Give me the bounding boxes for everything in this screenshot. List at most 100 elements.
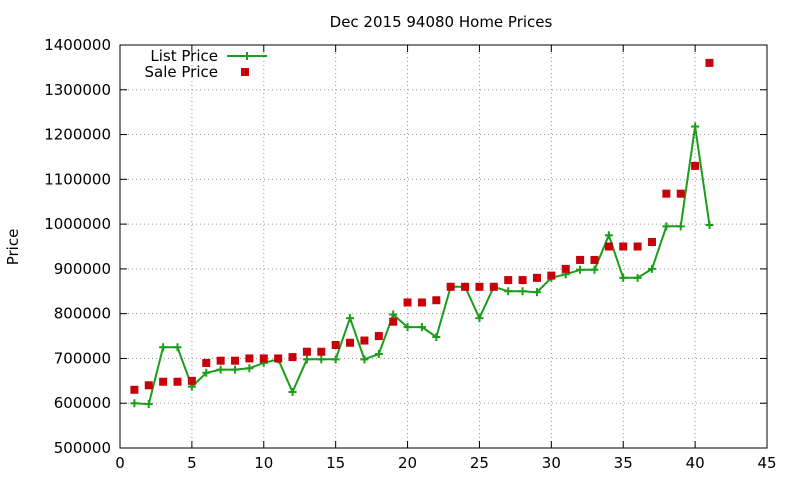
- axis-ticks: 500000 600000 700000 800000 900000 1000000 110…: [44, 36, 776, 472]
- sale-price-point: [259, 354, 268, 363]
- x-tick-label: 25: [470, 454, 489, 472]
- sale-price-point: [619, 242, 628, 251]
- sale-price-point: [461, 282, 470, 291]
- list-price-point: [144, 400, 153, 409]
- legend-label-list-price: List Price: [150, 47, 218, 65]
- sale-price-point: [403, 298, 412, 307]
- sale-price-point: [288, 353, 297, 362]
- y-tick-label: 1000000: [44, 215, 111, 233]
- sale-price-point: [245, 354, 254, 363]
- sale-price-point: [504, 276, 513, 285]
- list-price-point: [403, 323, 412, 332]
- list-price-point: [346, 314, 355, 323]
- sale-price-point: [159, 377, 168, 386]
- y-tick-label: 900000: [54, 260, 111, 278]
- x-tick-label: 35: [614, 454, 633, 472]
- y-tick-label: 1400000: [44, 36, 111, 54]
- list-price-point: [518, 287, 527, 296]
- sale-price-point: [417, 298, 426, 307]
- list-price-point: [231, 365, 240, 374]
- list-price-point: [216, 365, 225, 374]
- series-sale-price: [130, 58, 714, 394]
- sale-price-point: [647, 238, 656, 247]
- list-price-point: [532, 288, 541, 297]
- x-tick-label: 10: [254, 454, 273, 472]
- legend-label-sale-price: Sale Price: [145, 63, 218, 81]
- sale-price-point: [547, 271, 556, 280]
- sale-price-point: [432, 296, 441, 305]
- legend-marker-sale-price: [241, 68, 249, 76]
- y-tick-label: 500000: [54, 439, 111, 457]
- sale-price-point: [691, 161, 700, 170]
- y-tick-label: 1300000: [44, 81, 111, 99]
- sale-price-point: [518, 276, 527, 285]
- chart-title: Dec 2015 94080 Home Prices: [330, 13, 553, 31]
- list-price-point: [331, 355, 340, 364]
- list-price-point: [417, 323, 426, 332]
- list-price-point: [590, 265, 599, 274]
- sale-price-point: [489, 282, 498, 291]
- list-price-point: [288, 388, 297, 397]
- list-price-point: [633, 273, 642, 282]
- sale-price-point: [576, 255, 585, 264]
- sale-price-point: [475, 282, 484, 291]
- sale-price-point: [331, 341, 340, 350]
- y-tick-label: 1200000: [44, 126, 111, 144]
- list-price-point: [159, 343, 168, 352]
- sale-price-point: [676, 189, 685, 198]
- sale-price-point: [144, 381, 153, 390]
- list-price-point: [676, 222, 685, 231]
- x-tick-label: 40: [686, 454, 705, 472]
- grid-lines: [120, 45, 767, 448]
- legend: List Price Sale Price: [145, 47, 267, 81]
- legend-marker-list-price: [243, 52, 251, 60]
- x-tick-label: 0: [115, 454, 125, 472]
- x-tick-label: 30: [542, 454, 561, 472]
- sale-price-point: [216, 356, 225, 365]
- sale-price-point: [633, 242, 642, 251]
- sale-price-point: [604, 242, 613, 251]
- sale-price-point: [302, 347, 311, 356]
- sale-price-point: [202, 358, 211, 367]
- list-price-point: [576, 265, 585, 274]
- list-price-point: [432, 332, 441, 341]
- list-price-point: [647, 264, 656, 273]
- series-layer: [130, 58, 714, 409]
- sale-price-point: [360, 336, 369, 345]
- list-price-point: [130, 399, 139, 408]
- list-price-point: [173, 343, 182, 352]
- y-tick-label: 700000: [54, 349, 111, 367]
- x-tick-label: 45: [757, 454, 776, 472]
- x-tick-label: 15: [326, 454, 345, 472]
- y-axis-label: Price: [4, 229, 22, 266]
- sale-price-point: [317, 347, 326, 356]
- sale-price-point: [389, 317, 398, 326]
- sale-price-point: [561, 264, 570, 273]
- list-price-point: [389, 310, 398, 319]
- series-list-price: [130, 122, 714, 409]
- y-tick-label: 600000: [54, 394, 111, 412]
- sale-price-point: [446, 282, 455, 291]
- sale-price-point: [590, 255, 599, 264]
- list-price-point: [317, 355, 326, 364]
- sale-price-point: [274, 354, 283, 363]
- plot-frame: [119, 44, 768, 449]
- list-price-point: [302, 355, 311, 364]
- list-price-point: [504, 287, 513, 296]
- sale-price-point: [346, 338, 355, 347]
- sale-price-point: [532, 273, 541, 282]
- sale-price-point: [173, 377, 182, 386]
- sale-price-point: [374, 332, 383, 341]
- x-tick-label: 20: [398, 454, 417, 472]
- list-price-point: [691, 122, 700, 131]
- sale-price-point: [662, 189, 671, 198]
- list-price-point: [202, 368, 211, 377]
- list-price-point: [360, 355, 369, 364]
- list-price-point: [245, 364, 254, 373]
- sale-price-point: [187, 376, 196, 385]
- list-price-point: [374, 349, 383, 358]
- list-price-point: [475, 314, 484, 323]
- sale-price-point: [130, 385, 139, 394]
- list-price-point: [705, 221, 714, 230]
- list-price-point: [619, 273, 628, 282]
